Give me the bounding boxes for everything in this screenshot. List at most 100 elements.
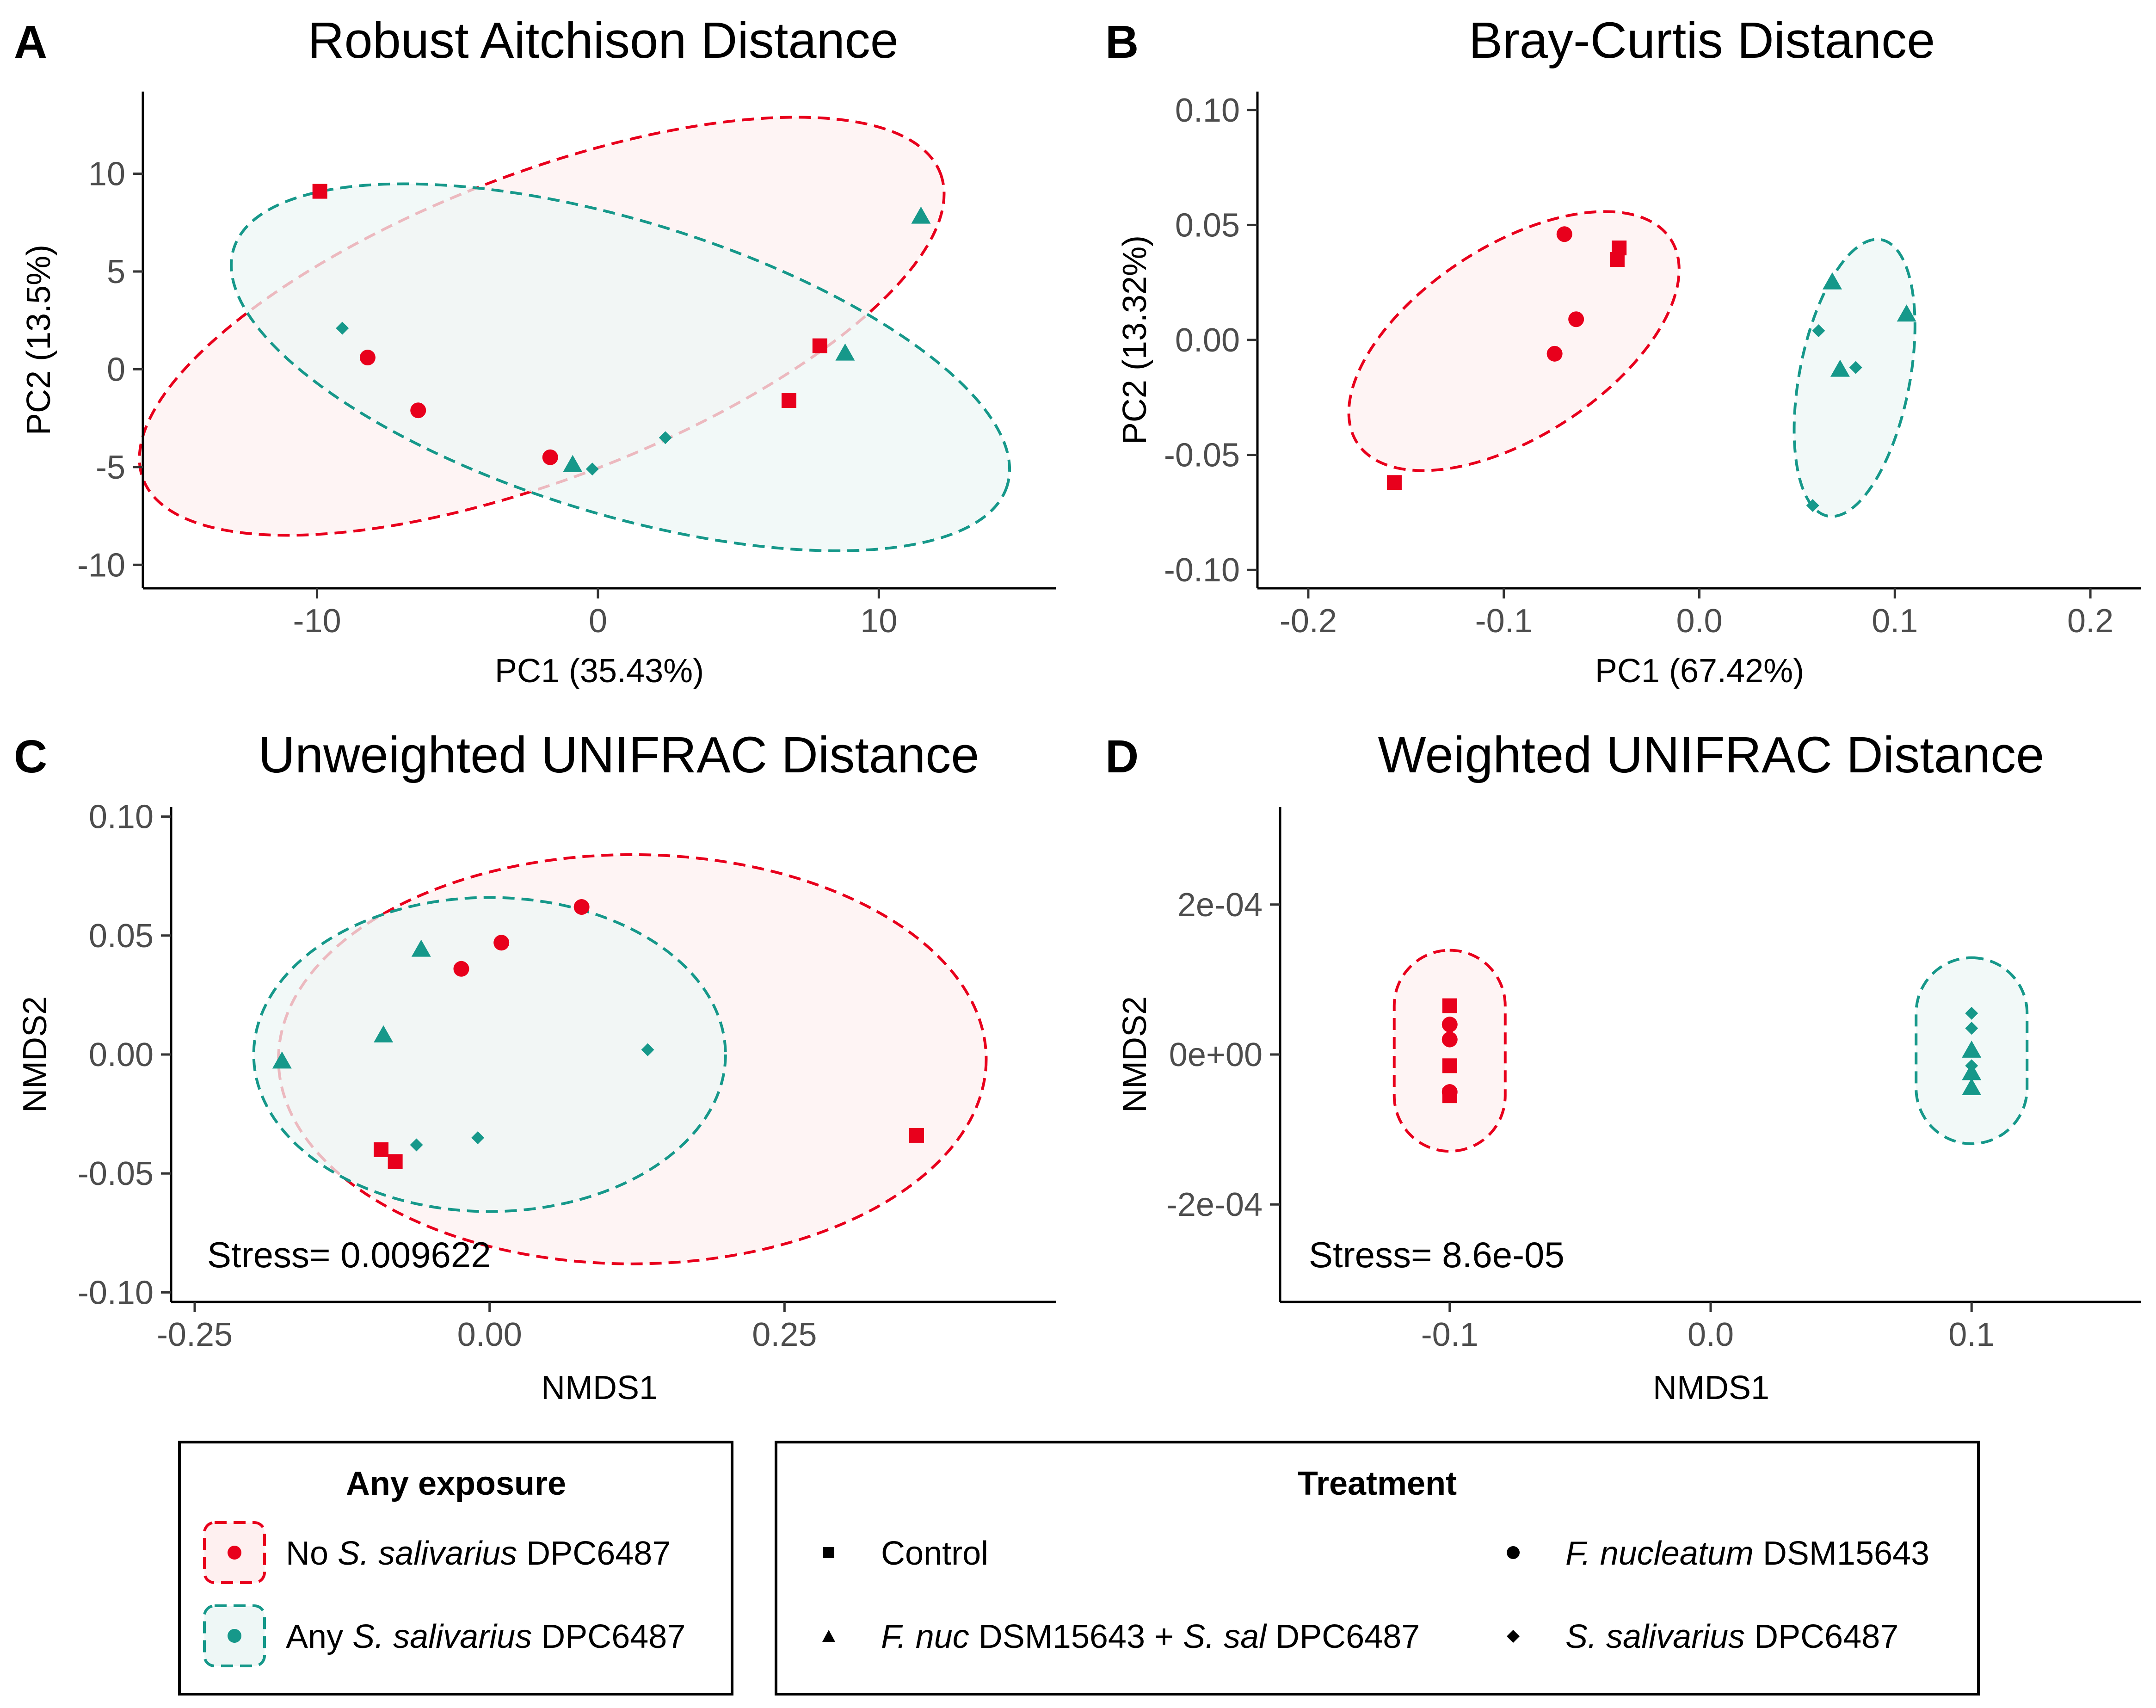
point-ssal [1965,1022,1978,1035]
point-layer [1386,226,1916,512]
panel-d: D Weighted UNIFRAC Distance -0.1 0.0 0.1 -… [1105,727,2141,1406]
ellipse-no-exposure [1347,210,1681,472]
panel-c: C Unweighted UNIFRAC Distance -0.25 0.00 0… [14,727,1056,1406]
y-tick-label: -0.05 [1164,437,1240,474]
legend-combo-symbol [822,1630,835,1642]
ellipse-any-exposure [230,182,1011,552]
point-combo [272,1051,292,1069]
legend-exposure-title: Any exposure [346,1465,566,1502]
point-control [1609,252,1625,267]
y-tick-label: 10 [88,156,125,193]
x-tick-label: 10 [860,603,897,640]
x-ticks: -0.25 0.00 0.25 [157,1302,817,1353]
ellipse-layer [138,116,1011,552]
point-fnuc [1441,1017,1458,1033]
point-ssal [641,1043,654,1056]
y-tick-label: 0.05 [1175,207,1240,244]
ellipse-any-exposure [252,896,727,1213]
ellipse-layer [252,853,988,1265]
legend-item-ssal: S. salivarius DPC6487 [1565,1618,1898,1655]
y-tick-label: -0.05 [78,1155,154,1192]
x-tick-label: 0.1 [1872,603,1918,640]
panel-b: B Bray-Curtis Distance -0.2 -0.1 0.0 0.1 0.2… [1105,12,2141,690]
point-ssal [585,462,599,476]
x-tick-label: -0.2 [1280,603,1337,640]
point-fnuc [573,899,590,915]
point-ssal [1965,1006,1978,1020]
point-combo [374,1025,394,1042]
legend-item-any: Any S. salivarius DPC6487 [286,1618,685,1655]
x-ticks: -10 0 10 [293,588,897,640]
panel-d-stress: Stress= 8.6e-05 [1309,1234,1565,1275]
x-tick-label: 0.00 [457,1316,522,1353]
point-ssal [1965,1059,1978,1073]
legend-treatment-box [775,1441,1980,1696]
legend-control-symbol [823,1547,834,1558]
panel-c-stress: Stress= 0.009622 [207,1234,491,1275]
point-layer [312,184,931,476]
y-tick-label: 0.10 [1175,92,1240,129]
y-tick-label: 5 [107,253,125,290]
point-combo [1962,1040,1982,1058]
point-control [1386,475,1402,490]
y-tick-label: -5 [96,449,125,486]
point-fnuc [542,449,558,465]
point-fnuc [493,935,510,951]
y-ticks: -0.10 -0.05 0.00 0.05 0.10 [78,799,171,1311]
x-ticks: -0.2 -0.1 0.0 0.1 0.2 [1280,588,2113,640]
panel-d-title: Weighted UNIFRAC Distance [1378,727,2045,783]
point-fnuc [1441,1084,1458,1100]
panel-d-y-label: NMDS2 [1116,996,1153,1113]
legend-exposure-box [178,1441,733,1696]
point-combo [563,455,583,472]
x-tick-label: 0.25 [752,1316,817,1353]
x-tick-label: -0.1 [1475,603,1533,640]
point-control [1442,998,1457,1013]
legend-exposure: Any exposure No S. salivarius DPC6487 An… [178,1441,733,1696]
panel-c-x-label: NMDS1 [541,1369,658,1406]
point-control [312,184,327,199]
y-ticks: -2e-04 0e+00 2e-04 [1166,887,1280,1223]
point-control [388,1154,403,1169]
x-ticks: -0.1 0.0 0.1 [1421,1302,1995,1353]
point-fnuc [410,402,426,419]
point-fnuc [359,350,376,366]
point-fnuc [1546,345,1563,362]
panel-label-b: B [1105,16,1139,68]
point-fnuc [453,961,469,977]
x-tick-label: 0.2 [2067,603,2113,640]
ellipse-no-exposure [1392,949,1507,1153]
legend-treatment: Treatment Control F. nucleatum DSM15643 … [775,1441,1980,1696]
point-combo [911,206,931,224]
y-tick-label: 0.00 [89,1036,154,1073]
panel-label-d: D [1105,731,1139,783]
ellipse-layer [1392,949,2029,1153]
point-layer [272,899,924,1169]
y-tick-label: -0.10 [78,1274,154,1311]
point-layer [1441,998,1982,1104]
legend-item-no: No S. salivarius DPC6487 [286,1535,671,1572]
point-ssal [410,1138,423,1152]
x-tick-label: -10 [293,603,341,640]
x-tick-label: -0.1 [1421,1316,1478,1353]
panel-b-y-label: PC2 (13.32%) [1116,235,1153,444]
point-ssal [1849,361,1862,374]
point-combo [1962,1078,1982,1095]
y-tick-label: 0 [107,351,125,388]
x-tick-label: 0.1 [1948,1316,1995,1353]
panel-label-c: C [14,731,47,783]
panel-c-y-label: NMDS2 [17,996,54,1113]
y-tick-label: 0.05 [89,918,154,955]
y-tick-label: -2e-04 [1166,1186,1263,1223]
x-tick-label: -0.25 [157,1316,233,1353]
point-ssal [659,431,672,444]
panel-c-title: Unweighted UNIFRAC Distance [259,727,979,783]
y-ticks: -0.10 -0.05 0.00 0.05 0.10 [1164,92,1257,589]
y-tick-label: 0.00 [1175,322,1240,359]
point-control [1442,1058,1457,1073]
point-fnuc [1568,311,1584,327]
legend-key-any-dot [228,1629,241,1643]
panel-b-x-label: PC1 (67.42%) [1595,653,1804,690]
panel-a-x-label: PC1 (35.43%) [495,653,704,690]
